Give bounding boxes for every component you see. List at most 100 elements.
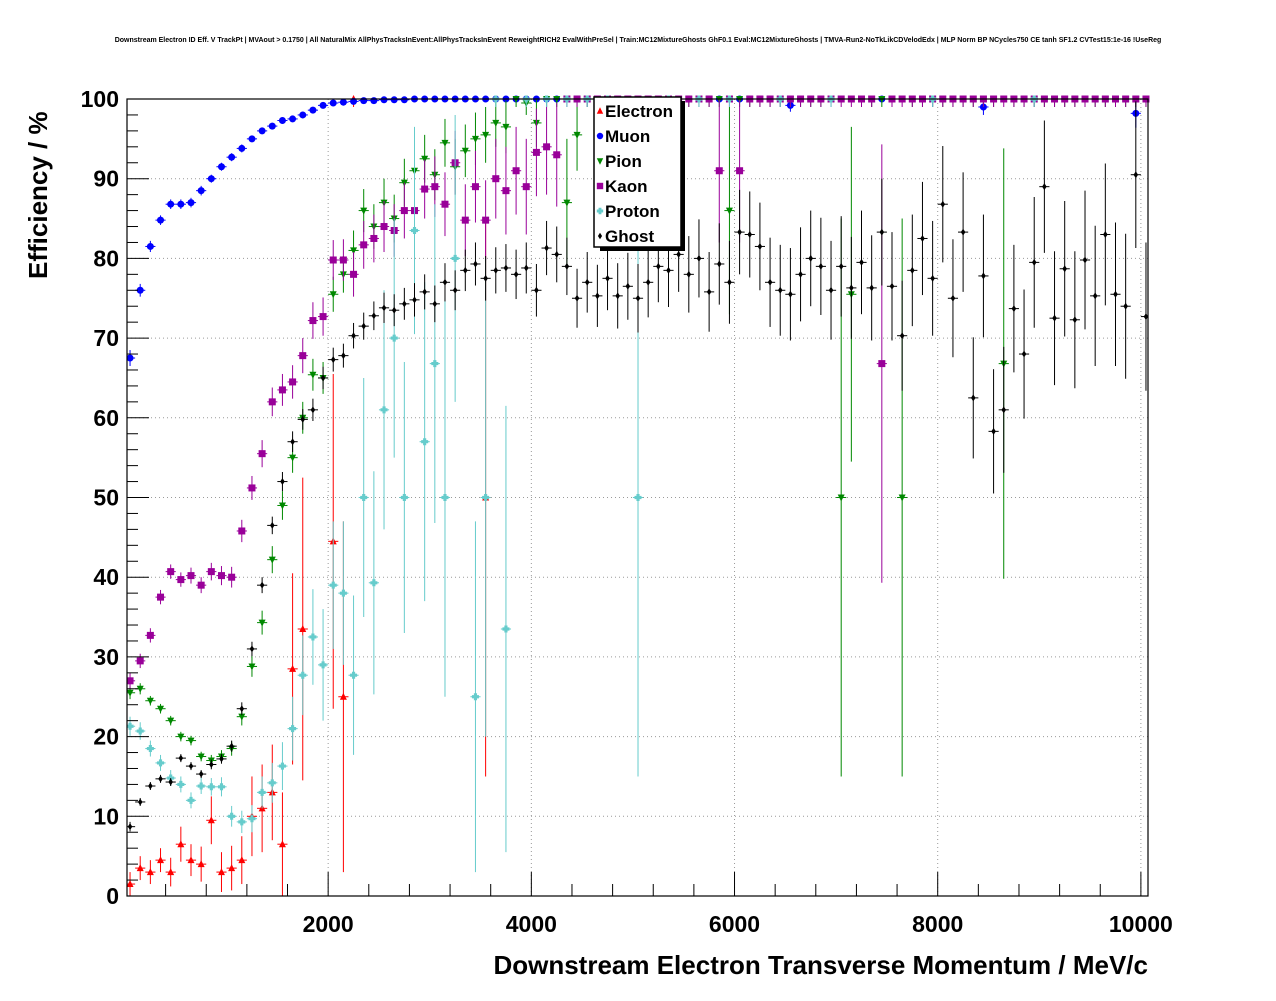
- data-point: [165, 857, 176, 887]
- data-point: [592, 264, 603, 327]
- data-point: [196, 778, 207, 794]
- point-marker: [278, 117, 286, 125]
- point-marker: [309, 317, 317, 325]
- point-marker: [268, 779, 276, 787]
- data-point: [328, 347, 339, 372]
- y-tick-label-9: 90: [93, 166, 119, 192]
- point-marker: [595, 292, 600, 300]
- data-point: [348, 322, 359, 349]
- point-marker: [360, 494, 368, 501]
- data-point: [500, 244, 512, 292]
- data-point: [998, 346, 1009, 473]
- point-marker: [187, 572, 195, 580]
- point-marker: [421, 438, 429, 446]
- point-marker: [451, 254, 459, 262]
- data-point: [917, 181, 928, 296]
- point-marker: [544, 244, 549, 252]
- y-tick-label-7: 70: [93, 325, 119, 351]
- point-marker: [167, 774, 175, 782]
- data-point: [836, 216, 847, 317]
- data-point: [470, 242, 481, 286]
- point-marker: [178, 754, 184, 762]
- data-point: [714, 223, 725, 305]
- point-marker: [157, 216, 165, 224]
- point-marker: [482, 131, 490, 139]
- point-marker: [584, 278, 590, 286]
- data-point: [419, 282, 430, 602]
- point-marker: [360, 241, 368, 249]
- data-point: [775, 244, 786, 336]
- point-marker: [167, 568, 175, 576]
- y-tick-label-1: 10: [93, 803, 119, 829]
- point-marker: [126, 677, 134, 685]
- data-point: [978, 214, 989, 338]
- x-tick-label-4: 10000: [1109, 911, 1173, 937]
- data-point: [490, 247, 501, 294]
- data-point: [145, 860, 156, 885]
- point-marker: [370, 234, 378, 242]
- data-point: [216, 777, 227, 797]
- data-point: [175, 199, 186, 209]
- y-tick-label-6: 60: [93, 405, 119, 431]
- data-point: [226, 845, 237, 891]
- y-tick-label-5: 50: [93, 485, 119, 511]
- data-point: [175, 776, 186, 793]
- data-point: [399, 182, 410, 239]
- point-marker: [503, 264, 509, 272]
- data-point: [267, 122, 278, 130]
- point-marker: [289, 664, 297, 672]
- data-point: [338, 521, 349, 665]
- data-point: [399, 96, 410, 104]
- point-marker: [483, 274, 488, 282]
- data-point: [1039, 120, 1050, 253]
- data-point: [135, 856, 146, 881]
- data-point: [236, 810, 247, 834]
- point-marker: [899, 332, 905, 340]
- data-point: [460, 124, 471, 178]
- point-marker: [554, 250, 560, 258]
- data-point: [175, 754, 186, 763]
- data-point: [317, 297, 329, 336]
- point-marker: [725, 207, 733, 215]
- data-point: [1008, 244, 1019, 373]
- point-marker: [278, 762, 286, 770]
- point-marker: [461, 216, 469, 224]
- data-point: [429, 285, 440, 323]
- point-marker: [960, 228, 966, 236]
- data-point: [419, 159, 430, 219]
- point-marker: [411, 227, 419, 235]
- data-point: [450, 114, 461, 402]
- point-marker: [381, 304, 387, 312]
- point-marker: [574, 294, 580, 302]
- data-point: [358, 312, 369, 340]
- y-axis-label: Efficiency / %: [23, 111, 53, 279]
- point-marker: [229, 742, 234, 750]
- point-marker: [351, 332, 356, 340]
- data-point: [389, 294, 400, 327]
- point-marker: [402, 300, 407, 308]
- point-marker: [289, 725, 297, 733]
- data-point: [257, 440, 268, 468]
- point-marker: [207, 568, 215, 576]
- point-marker: [838, 262, 844, 270]
- point-marker: [238, 856, 246, 864]
- point-marker: [177, 733, 185, 741]
- point-marker: [461, 147, 469, 155]
- point-marker: [1011, 305, 1017, 313]
- data-point: [196, 846, 207, 882]
- data-point: [175, 731, 186, 742]
- point-marker: [197, 782, 205, 790]
- data-point: [460, 184, 471, 257]
- data-point: [551, 226, 562, 283]
- legend-marker: [596, 182, 604, 190]
- data-point: [246, 135, 258, 143]
- data-point: [571, 99, 583, 171]
- data-point: [480, 258, 491, 737]
- point-marker: [248, 663, 256, 671]
- data-point: [947, 239, 959, 358]
- point-marker: [238, 527, 246, 535]
- point-marker: [146, 868, 154, 876]
- point-marker: [217, 783, 225, 791]
- legend-entry-ghost: Ghost: [597, 227, 654, 246]
- data-point: [1130, 101, 1141, 249]
